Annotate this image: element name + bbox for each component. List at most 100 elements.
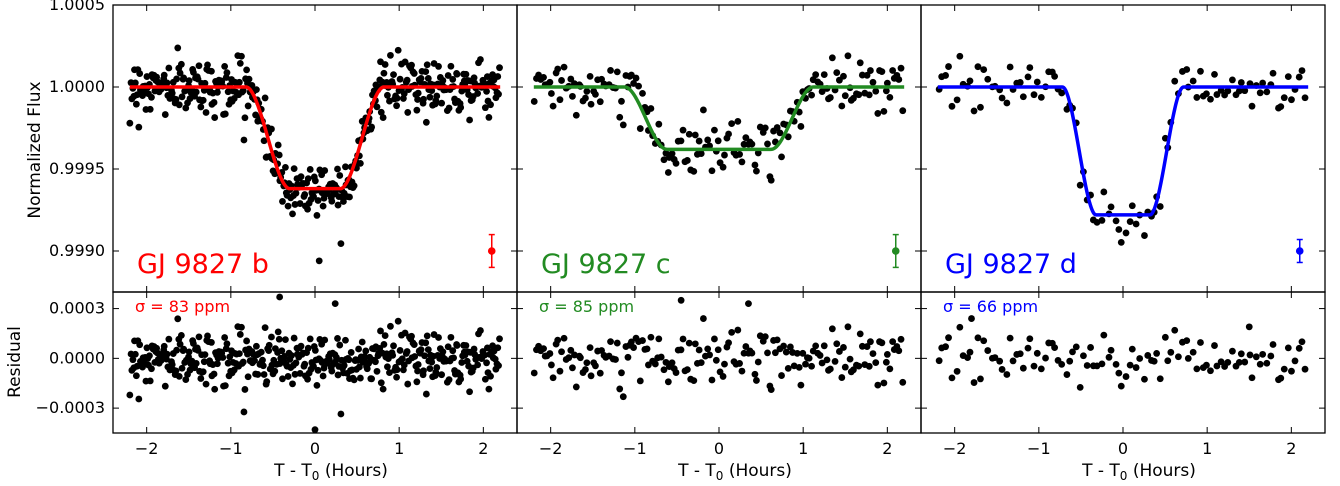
residual-point [304,375,311,383]
residual-point [355,363,363,371]
residual-point [660,366,668,374]
flux-point [165,64,173,72]
flux-point [192,88,200,96]
residual-point [672,369,680,376]
residual-point [319,372,327,380]
flux-point [812,71,820,79]
flux-point [587,100,595,108]
flux-point [444,72,452,79]
residual-point [424,346,432,353]
residual-point [433,364,441,371]
flux-point [279,198,286,205]
flux-point [320,194,328,202]
residual-point [495,362,502,369]
flux-point [700,106,707,114]
residual-point [458,359,466,366]
residual-point [1217,358,1225,366]
flux-point [311,177,319,185]
residual-point [1098,360,1106,368]
x-tick-label: −2 [539,439,563,458]
residual-point [226,353,234,361]
residual-point [168,361,176,368]
residual-point [596,369,604,377]
residual-point [639,337,646,344]
residual-point [945,334,952,342]
x-tick-label: 0 [1118,439,1128,458]
residual-point [462,342,470,349]
residual-point [485,385,493,393]
flux-point [1256,89,1264,97]
flux-point [697,150,705,157]
residual-point [444,343,452,351]
residual-point [390,342,397,350]
flux-point [1259,79,1267,87]
residual-point [624,353,632,361]
residual-point [745,300,752,308]
residual-point [453,342,461,349]
flux-point [495,90,502,98]
flux-point [695,137,703,145]
residual-point [379,385,387,393]
residual-point [384,363,391,371]
residual-point [1161,333,1169,341]
residual-point [470,345,478,353]
flux-point [368,123,376,131]
flux-point [210,99,218,106]
flux-point [126,119,134,127]
flux-point [290,165,298,173]
residual-points [530,296,907,401]
residual-point [340,362,348,369]
residual-point [428,358,436,366]
y-tick-label-flux: 1.0005 [49,0,105,14]
residual-point [556,367,564,375]
residual-point [1284,344,1292,352]
flux-point [458,87,466,95]
residual-point [700,315,707,322]
residual-point [1058,360,1066,368]
residual-point [826,365,834,373]
residual-point [756,332,764,340]
flux-point [865,91,873,99]
flux-point [306,166,314,173]
residual-point [841,363,849,371]
residual-point [1224,358,1232,366]
x-axis-label-main: T - T [677,461,716,481]
flux-point [235,78,243,86]
residual-point [1126,361,1134,369]
residual-point [977,375,984,383]
flux-point [639,89,646,97]
residual-point [863,343,871,350]
ylabel-residual: Residual [5,326,25,398]
flux-point [172,96,180,103]
flux-point [886,93,894,101]
residual-point [331,300,339,308]
residual-point [457,375,465,383]
residual-point [275,335,283,343]
residual-point [290,334,298,342]
residual-point [450,354,458,362]
x-axis-label-subscript: 0 [1120,469,1128,483]
flux-point [160,71,168,79]
residual-point [487,372,494,380]
residual-point [1141,375,1148,383]
residual-point [838,374,846,381]
residual-point [1295,344,1303,352]
flux-point [423,61,431,69]
flux-point [1128,202,1136,210]
flux-point [734,117,742,125]
flux-point [820,71,828,78]
flux-point [690,167,698,175]
residual-point [582,366,589,373]
axis-labels: Normalized Flux Residual [5,81,45,397]
residual-point [607,338,614,346]
x-tick-label: 1 [798,439,808,458]
flux-point [489,71,496,79]
flux-point [1263,88,1271,96]
flux-point [394,46,402,54]
residual-point [1203,361,1210,369]
residual-point [677,346,685,354]
flux-point [244,102,252,110]
residual-point [883,351,891,358]
flux-point [549,102,557,110]
flux-point [248,82,256,89]
